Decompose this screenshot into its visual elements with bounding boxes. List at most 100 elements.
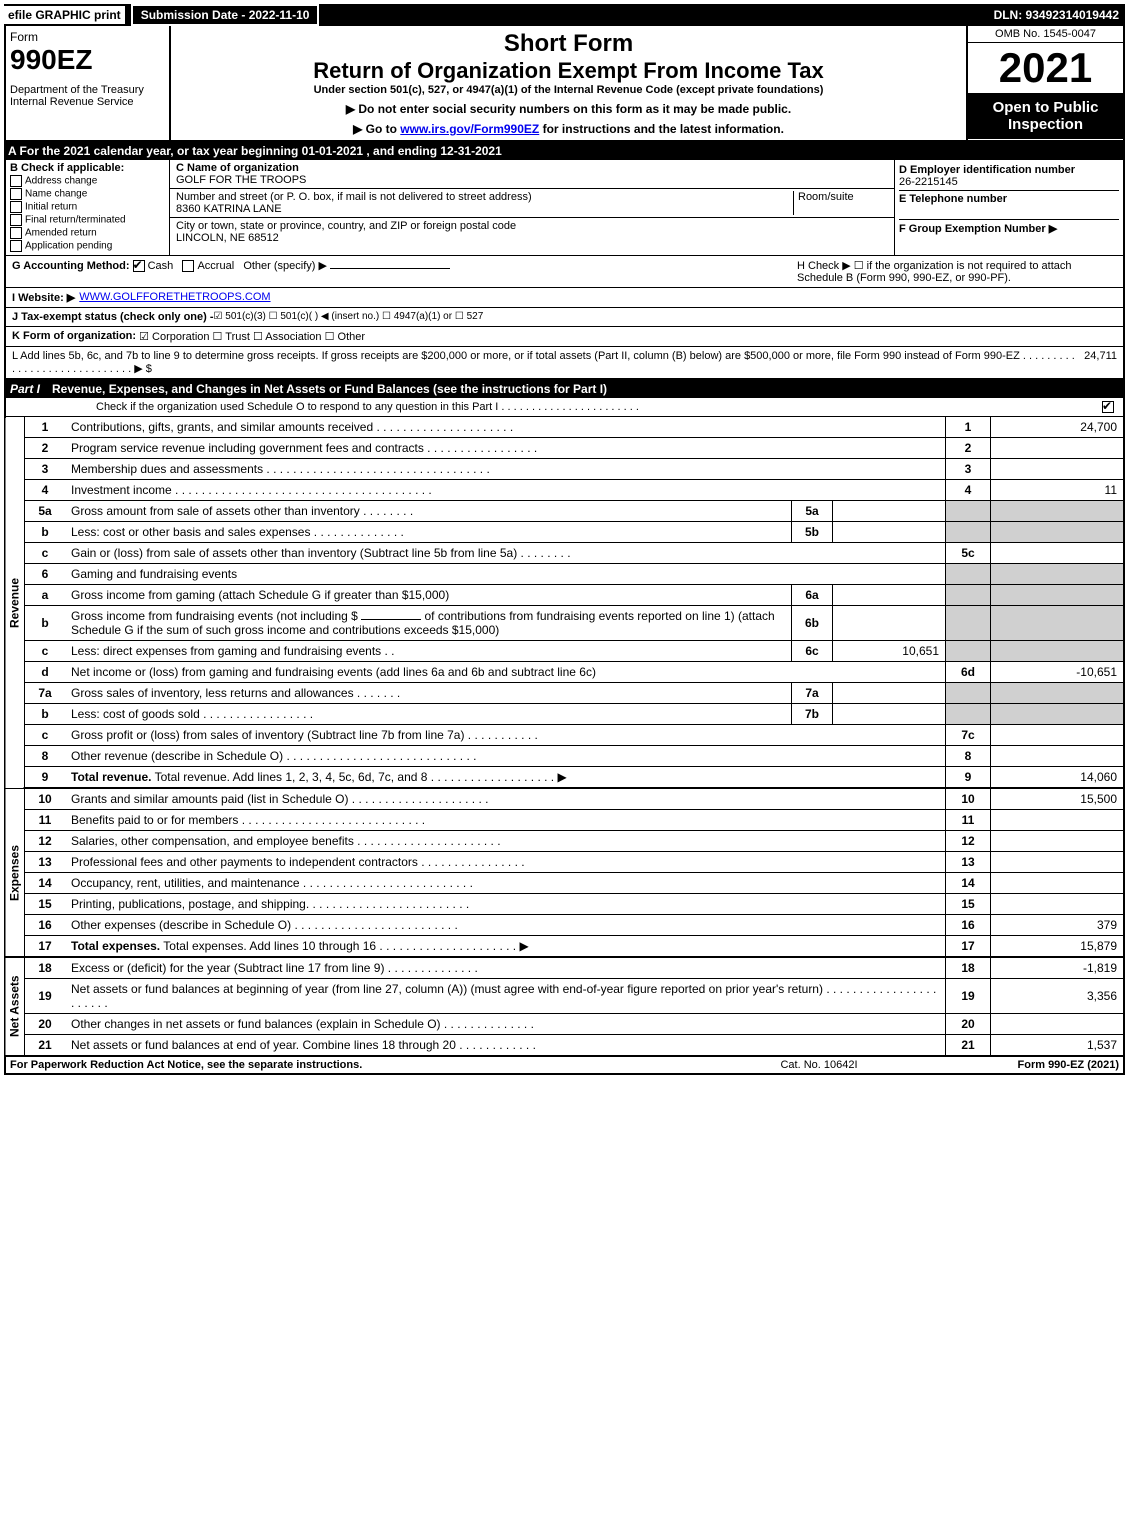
line21-value: 1,537 (991, 1035, 1125, 1057)
line19-value: 3,356 (991, 979, 1125, 1014)
table-row: d Net income or (loss) from gaming and f… (5, 662, 1124, 683)
table-row: 16 Other expenses (describe in Schedule … (5, 915, 1124, 936)
c-city-value: LINCOLN, NE 68512 (176, 232, 279, 244)
g-cash: Cash (148, 260, 174, 272)
section-j: J Tax-exempt status (check only one) - ☑… (4, 308, 1125, 327)
line12-value (991, 831, 1125, 852)
k-opts: ☑ Corporation ☐ Trust ☐ Association ☐ Ot… (139, 330, 365, 343)
table-row: Net Assets 18 Excess or (deficit) for th… (5, 957, 1124, 979)
section-gh: G Accounting Method: Cash Accrual Other … (4, 256, 1125, 288)
top-bar: efile GRAPHIC print Submission Date - 20… (4, 4, 1125, 26)
c-room-label: Room/suite (798, 191, 854, 203)
line17-value: 15,879 (991, 936, 1125, 958)
instr2-post: for instructions and the latest informat… (539, 122, 784, 136)
section-g: G Accounting Method: Cash Accrual Other … (12, 259, 797, 284)
instr2-pre: ▶ Go to (353, 122, 400, 136)
line11-value (991, 810, 1125, 831)
k-label: K Form of organization: (12, 330, 136, 343)
i-label: I Website: ▶ (12, 291, 75, 304)
omb-number: OMB No. 1545-0047 (968, 26, 1123, 43)
line5b-value (833, 522, 946, 543)
b-opt-final[interactable]: Final return/terminated (10, 214, 165, 226)
table-row: 11 Benefits paid to or for members . . .… (5, 810, 1124, 831)
b-opt-address[interactable]: Address change (10, 175, 165, 187)
section-a: A For the 2021 calendar year, or tax yea… (4, 142, 1125, 160)
d-ein-value: 26-2215145 (899, 176, 958, 188)
line1-value: 24,700 (991, 417, 1125, 438)
part1-label: Part I (10, 382, 52, 396)
g-accrual-check[interactable] (182, 260, 194, 272)
revenue-sidebar: Revenue (5, 417, 25, 788)
table-row: 17 Total expenses. Total expenses. Add l… (5, 936, 1124, 958)
line13-value (991, 852, 1125, 873)
irs-link[interactable]: www.irs.gov/Form990EZ (400, 122, 539, 136)
section-c: C Name of organization GOLF FOR THE TROO… (170, 160, 895, 255)
c-city: City or town, state or province, country… (170, 218, 894, 246)
table-row: 20 Other changes in net assets or fund b… (5, 1014, 1124, 1035)
line20-value (991, 1014, 1125, 1035)
short-form-title: Short Form (175, 30, 962, 58)
c-street-label: Number and street (or P. O. box, if mail… (176, 191, 532, 203)
table-row: 6 Gaming and fundraising events (5, 564, 1124, 585)
line7c-value (991, 725, 1125, 746)
dln-number: DLN: 93492314019442 (994, 8, 1125, 22)
e-tel: E Telephone number (899, 190, 1119, 219)
j-label: J Tax-exempt status (check only one) - (12, 311, 214, 323)
line6c-value: 10,651 (833, 641, 946, 662)
part1-header: Part I Revenue, Expenses, and Changes in… (4, 380, 1125, 398)
tax-year: 2021 (968, 43, 1123, 93)
c-street-value: 8360 KATRINA LANE (176, 203, 282, 215)
c-name-label: C Name of organization (176, 162, 299, 174)
j-opts: ☑ 501(c)(3) ☐ 501(c)( ) ◀ (insert no.) ☐… (214, 311, 484, 323)
table-row: b Less: cost of goods sold . . . . . . .… (5, 704, 1124, 725)
table-row: 4 Investment income . . . . . . . . . . … (5, 480, 1124, 501)
c-city-label: City or town, state or province, country… (176, 220, 516, 232)
line3-value (991, 459, 1125, 480)
table-row: a Gross income from gaming (attach Sched… (5, 585, 1124, 606)
header-right: OMB No. 1545-0047 2021 Open to Public In… (966, 26, 1123, 140)
f-group-label: F Group Exemption Number ▶ (899, 223, 1057, 235)
b-opt-name[interactable]: Name change (10, 188, 165, 200)
table-row: c Gain or (loss) from sale of assets oth… (5, 543, 1124, 564)
line7a-value (833, 683, 946, 704)
table-row: 7a Gross sales of inventory, less return… (5, 683, 1124, 704)
d-ein-label: D Employer identification number (899, 164, 1075, 176)
section-i: I Website: ▶ WWW.GOLFFORETHETROOPS.COM (4, 288, 1125, 308)
line6b-value (833, 606, 946, 641)
line18-value: -1,819 (991, 957, 1125, 979)
form-label: Form (10, 30, 165, 44)
table-row: c Less: direct expenses from gaming and … (5, 641, 1124, 662)
b-opt-amended[interactable]: Amended return (10, 227, 165, 239)
table-row: 2 Program service revenue including gove… (5, 438, 1124, 459)
e-tel-label: E Telephone number (899, 193, 1007, 205)
part1-check-text: Check if the organization used Schedule … (96, 401, 639, 413)
main-title: Return of Organization Exempt From Incom… (175, 58, 962, 84)
expenses-sidebar: Expenses (5, 788, 25, 957)
b-opt-initial[interactable]: Initial return (10, 201, 165, 213)
l-text: L Add lines 5b, 6c, and 7b to line 9 to … (12, 350, 1080, 375)
footer-left: For Paperwork Reduction Act Notice, see … (10, 1059, 719, 1071)
website-link[interactable]: WWW.GOLFFORETHETROOPS.COM (79, 291, 270, 304)
c-name-value: GOLF FOR THE TROOPS (176, 174, 306, 186)
line8-value (991, 746, 1125, 767)
efile-label[interactable]: efile GRAPHIC print (4, 6, 125, 24)
line9-value: 14,060 (991, 767, 1125, 789)
instr-goto: ▶ Go to www.irs.gov/Form990EZ for instru… (175, 122, 962, 136)
table-row: 9 Total revenue. Total revenue. Add line… (5, 767, 1124, 789)
line10-value: 15,500 (991, 788, 1125, 810)
header-center: Short Form Return of Organization Exempt… (171, 26, 966, 140)
part1-checkbox[interactable] (1102, 401, 1114, 413)
submission-date: Submission Date - 2022-11-10 (131, 4, 320, 26)
table-row: c Gross profit or (loss) from sales of i… (5, 725, 1124, 746)
line14-value (991, 873, 1125, 894)
g-cash-check[interactable] (133, 260, 145, 272)
table-row: b Gross income from fundraising events (… (5, 606, 1124, 641)
table-row: 21 Net assets or fund balances at end of… (5, 1035, 1124, 1057)
dept-label: Department of the Treasury Internal Reve… (10, 84, 165, 108)
line5c-value (991, 543, 1125, 564)
table-row: 8 Other revenue (describe in Schedule O)… (5, 746, 1124, 767)
table-row: b Less: cost or other basis and sales ex… (5, 522, 1124, 543)
form-header: Form 990EZ Department of the Treasury In… (4, 26, 1125, 142)
footer-center: Cat. No. 10642I (719, 1059, 919, 1071)
b-opt-pending[interactable]: Application pending (10, 240, 165, 252)
